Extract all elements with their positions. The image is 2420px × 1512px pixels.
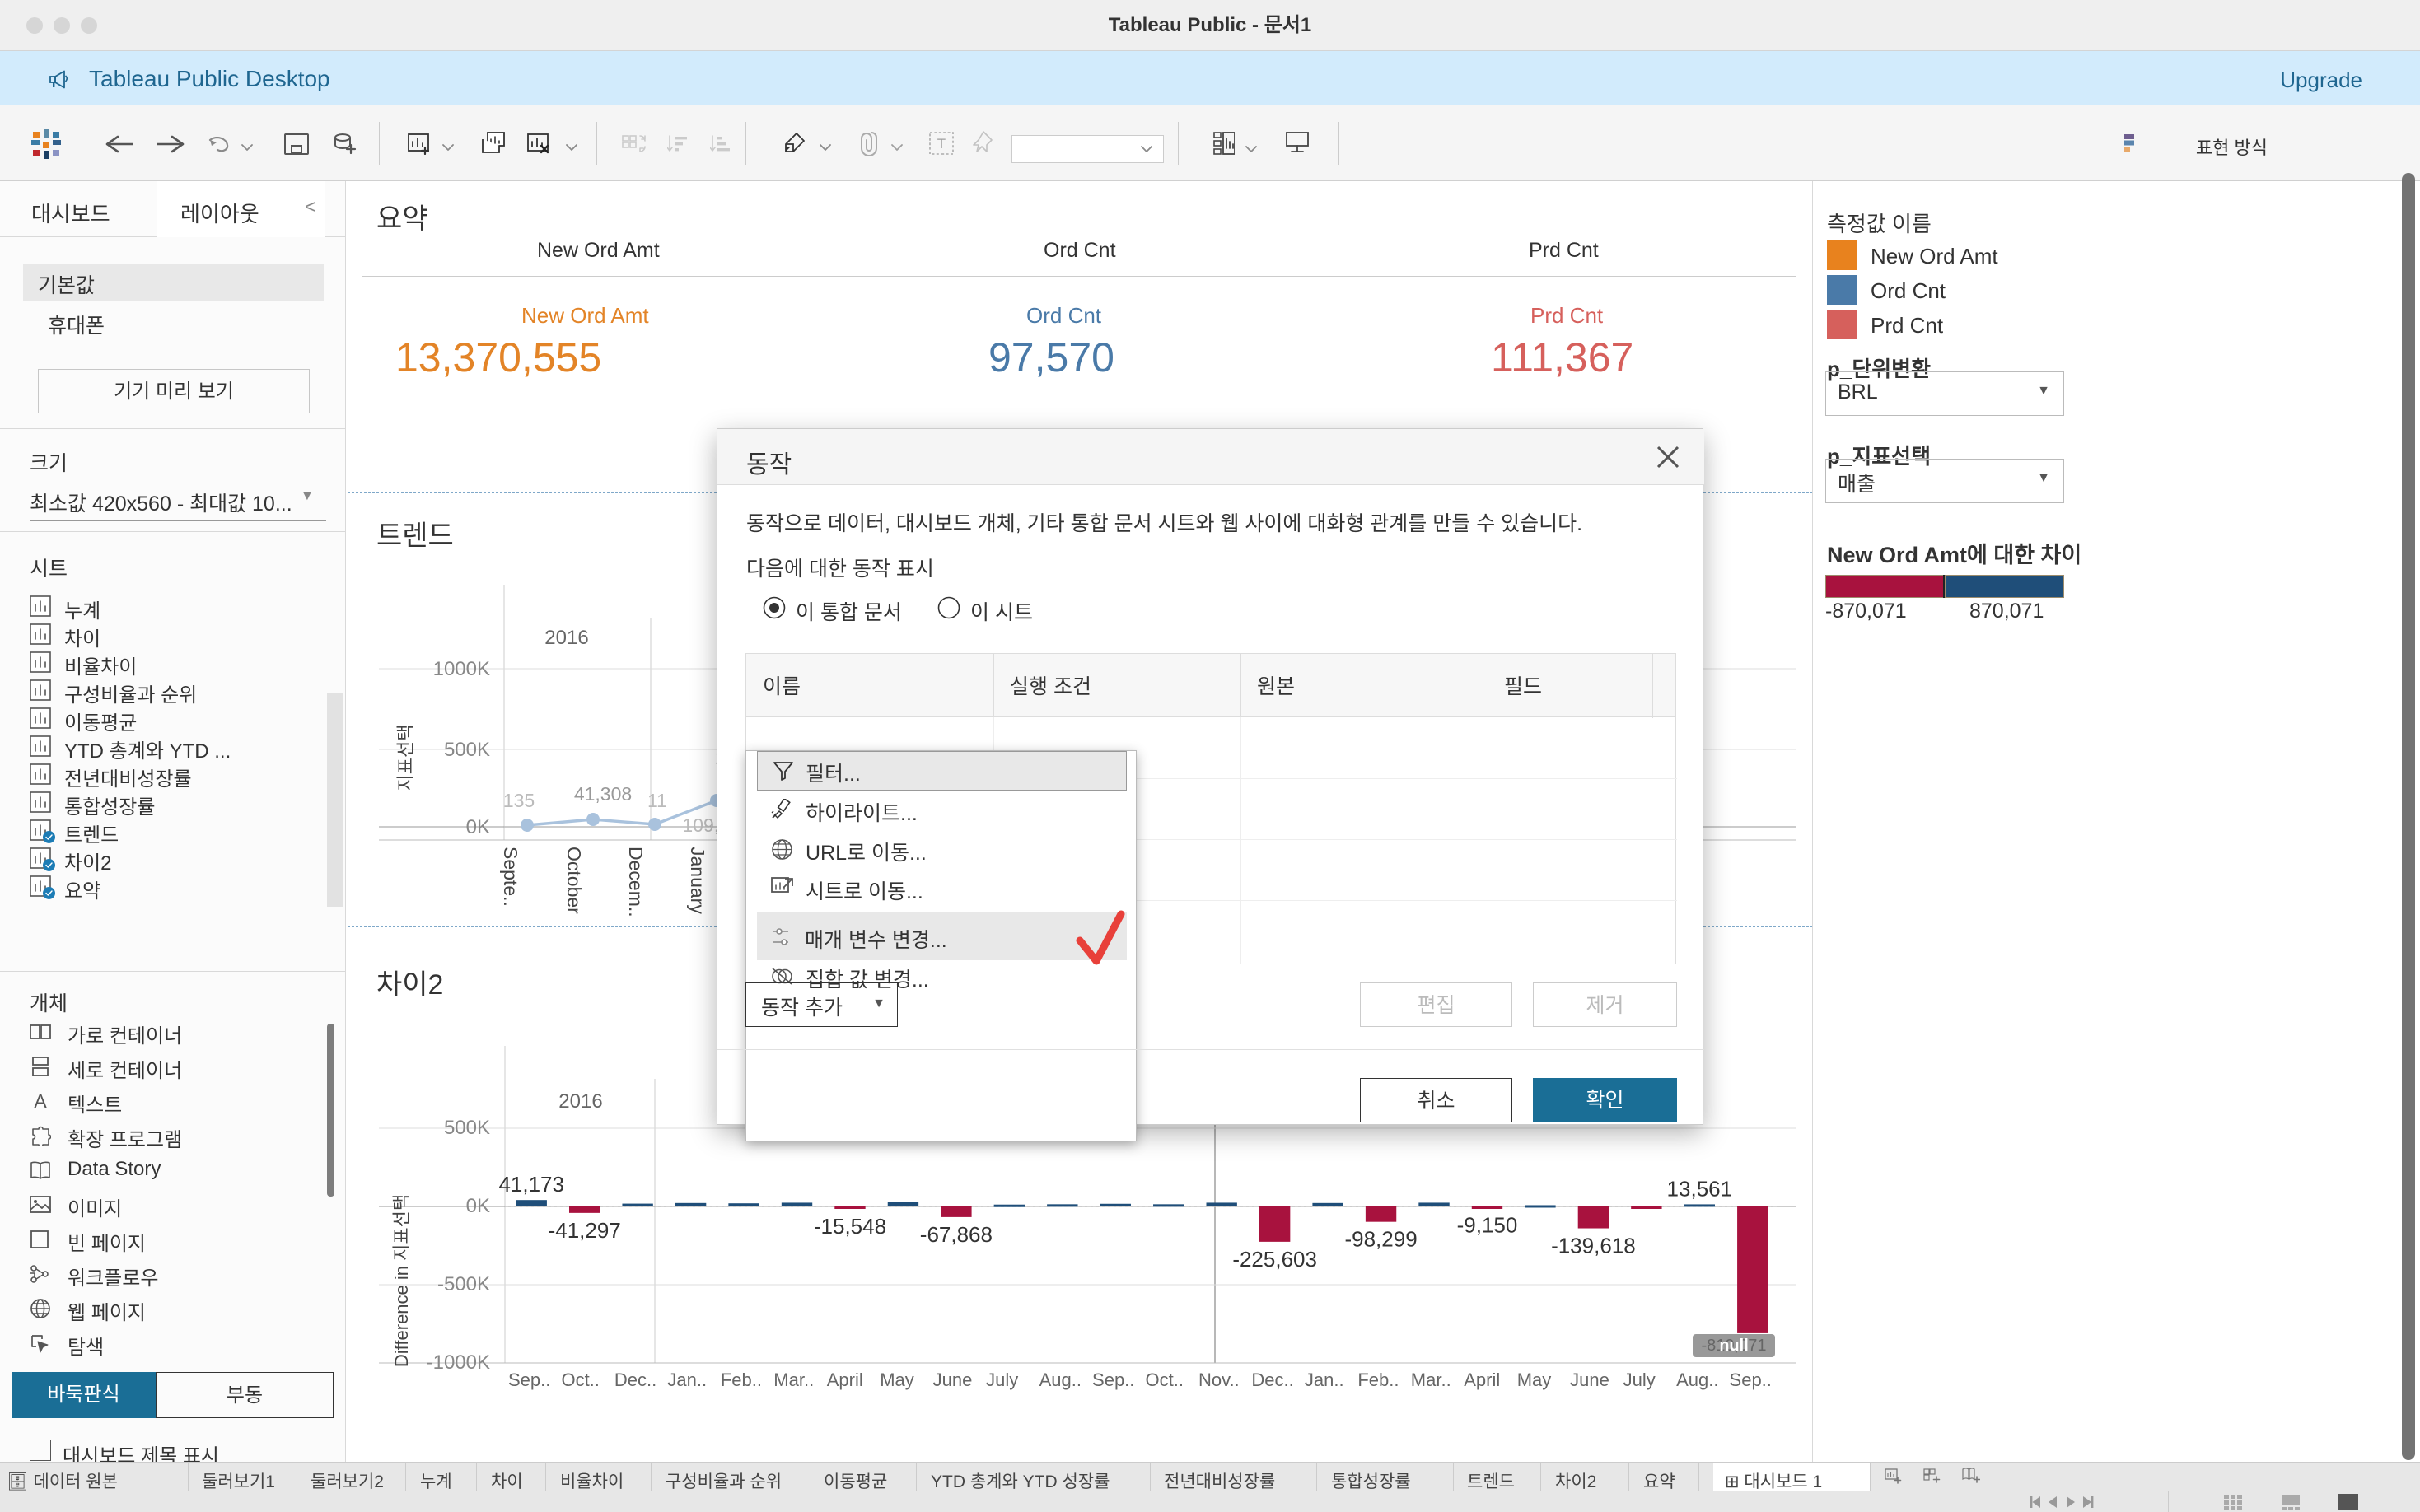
svg-text:Nov..: Nov.. bbox=[1198, 1370, 1240, 1390]
svg-text:June: June bbox=[1570, 1370, 1609, 1390]
svg-text:July: July bbox=[1623, 1370, 1656, 1390]
svg-text:Feb..: Feb.. bbox=[1357, 1370, 1399, 1390]
svg-text:-500K: -500K bbox=[437, 1273, 490, 1295]
svg-text:-67,868: -67,868 bbox=[920, 1222, 993, 1247]
svg-text:Jan..: Jan.. bbox=[667, 1370, 707, 1390]
svg-text:May: May bbox=[880, 1370, 914, 1390]
svg-text:Oct..: Oct.. bbox=[1146, 1370, 1184, 1390]
svg-text:June: June bbox=[933, 1370, 973, 1390]
svg-text:April: April bbox=[827, 1370, 863, 1390]
svg-text:135: 135 bbox=[503, 790, 535, 811]
svg-text:-41,297: -41,297 bbox=[549, 1218, 621, 1243]
svg-text:41,308: 41,308 bbox=[574, 783, 632, 805]
svg-text:2016: 2016 bbox=[544, 627, 588, 649]
svg-text:Aug..: Aug.. bbox=[1676, 1370, 1718, 1390]
svg-text:500K: 500K bbox=[444, 1117, 490, 1139]
svg-text:2016: 2016 bbox=[558, 1090, 602, 1113]
svg-text:Mar..: Mar.. bbox=[1411, 1370, 1451, 1390]
svg-text:Dec..: Dec.. bbox=[614, 1370, 656, 1390]
svg-text:Mar..: Mar.. bbox=[773, 1370, 814, 1390]
svg-text:Feb..: Feb.. bbox=[721, 1370, 762, 1390]
svg-text:Sep..: Sep.. bbox=[1092, 1370, 1134, 1390]
svg-text:Sep..: Sep.. bbox=[508, 1370, 550, 1390]
svg-text:Oct..: Oct.. bbox=[561, 1370, 599, 1390]
svg-text:April: April bbox=[1464, 1370, 1500, 1390]
svg-text:-1000K: -1000K bbox=[427, 1351, 490, 1374]
svg-text:-225,603: -225,603 bbox=[1232, 1247, 1317, 1272]
svg-text:1000K: 1000K bbox=[433, 658, 490, 680]
svg-text:0K: 0K bbox=[466, 1195, 490, 1217]
svg-text:Aug..: Aug.. bbox=[1039, 1370, 1082, 1390]
svg-text:-15,548: -15,548 bbox=[814, 1214, 886, 1239]
svg-text:-9,150: -9,150 bbox=[1457, 1213, 1518, 1238]
svg-text:-139,618: -139,618 bbox=[1551, 1234, 1636, 1258]
svg-text:A: A bbox=[34, 1091, 47, 1111]
svg-text:Sep..: Sep.. bbox=[1730, 1370, 1772, 1390]
svg-text:Difference in 지표선택: Difference in 지표선택 bbox=[391, 1194, 412, 1367]
svg-text:Jan..: Jan.. bbox=[1305, 1370, 1344, 1390]
svg-text:July: July bbox=[986, 1370, 1018, 1390]
svg-text:500K: 500K bbox=[444, 739, 490, 761]
svg-text:41,173: 41,173 bbox=[498, 1172, 564, 1197]
svg-text:T: T bbox=[937, 136, 946, 152]
svg-text:-98,299: -98,299 bbox=[1344, 1227, 1417, 1252]
svg-text:May: May bbox=[1517, 1370, 1552, 1390]
svg-text:11: 11 bbox=[647, 790, 667, 811]
svg-text:Dec..: Dec.. bbox=[1251, 1370, 1293, 1390]
svg-text:0K: 0K bbox=[466, 816, 490, 838]
svg-text:지표선택: 지표선택 bbox=[395, 725, 416, 791]
svg-text:13,561: 13,561 bbox=[1667, 1176, 1733, 1201]
